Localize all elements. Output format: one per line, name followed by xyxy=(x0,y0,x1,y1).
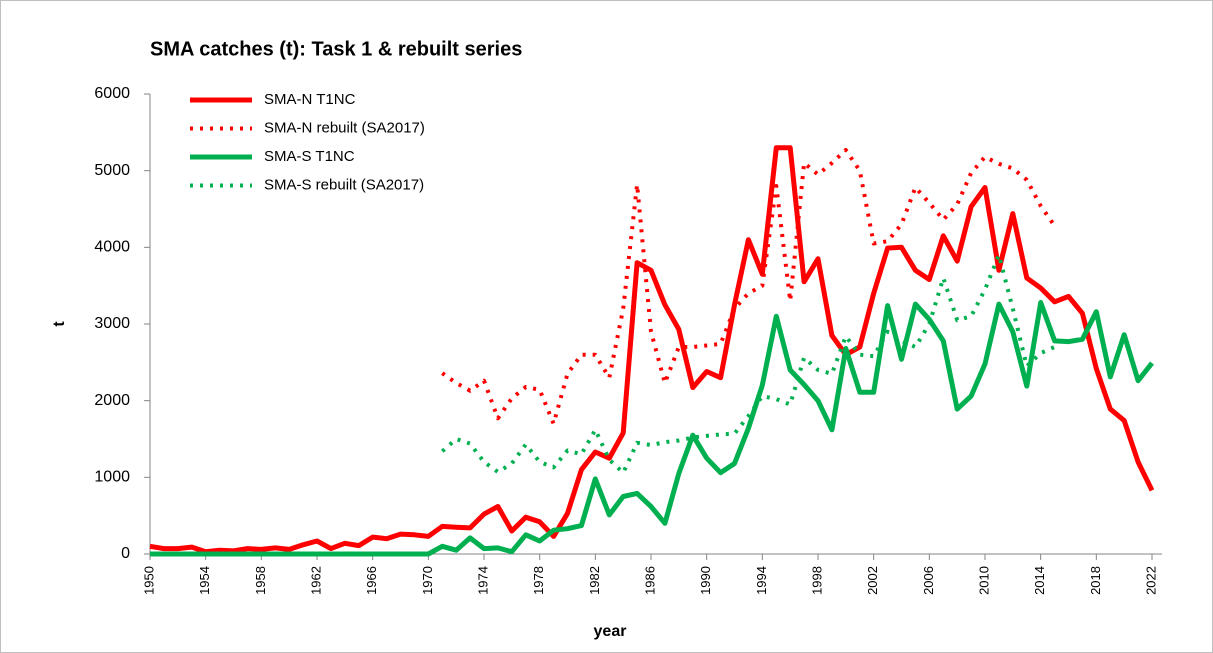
x-tick-label: 2006 xyxy=(921,566,936,595)
x-tick-label: 2014 xyxy=(1032,566,1047,595)
x-tick-label: 2002 xyxy=(865,566,880,595)
legend-label: SMA-S T1NC xyxy=(264,148,355,165)
x-tick-label: 1966 xyxy=(364,566,379,595)
x-tick-label: 1982 xyxy=(587,566,602,595)
y-tick-label: 3000 xyxy=(94,315,130,332)
y-tick-label: 5000 xyxy=(94,162,130,179)
x-tick-label: 1950 xyxy=(141,566,156,595)
series-line xyxy=(149,145,1155,555)
y-tick-label: 0 xyxy=(121,545,130,562)
x-tick-label: 1974 xyxy=(475,566,490,595)
x-tick-label: 1954 xyxy=(197,566,212,595)
legend-label: SMA-N rebuilt (SA2017) xyxy=(264,119,425,136)
x-tick-label: 1990 xyxy=(698,566,713,595)
series-line xyxy=(440,253,1056,475)
x-tick-label: 2018 xyxy=(1088,566,1103,595)
chart-title: SMA catches (t): Task 1 & rebuilt series xyxy=(150,38,522,60)
y-tick-label: 4000 xyxy=(94,239,130,256)
y-tick-label: 1000 xyxy=(94,469,130,486)
legend-label: SMA-S rebuilt (SA2017) xyxy=(264,176,424,193)
legend-label: SMA-N T1NC xyxy=(264,91,356,108)
series-line xyxy=(150,300,1154,557)
x-tick-label: 1970 xyxy=(420,566,435,595)
x-tick-label: 1958 xyxy=(253,566,268,595)
x-tick-label: 1998 xyxy=(809,566,824,595)
x-tick-label: 2010 xyxy=(976,566,991,595)
y-tick-label: 6000 xyxy=(94,85,130,102)
x-axis-label: year xyxy=(594,623,627,640)
y-tick-label: 2000 xyxy=(94,392,130,409)
x-tick-label: 1994 xyxy=(754,566,769,595)
y-axis-label: t xyxy=(51,321,68,327)
x-tick-label: 1978 xyxy=(531,566,546,595)
x-tick-label: 1962 xyxy=(308,566,323,595)
x-tick-label: 1986 xyxy=(642,566,657,595)
series-line xyxy=(441,148,1057,426)
x-tick-label: 2022 xyxy=(1143,566,1158,595)
